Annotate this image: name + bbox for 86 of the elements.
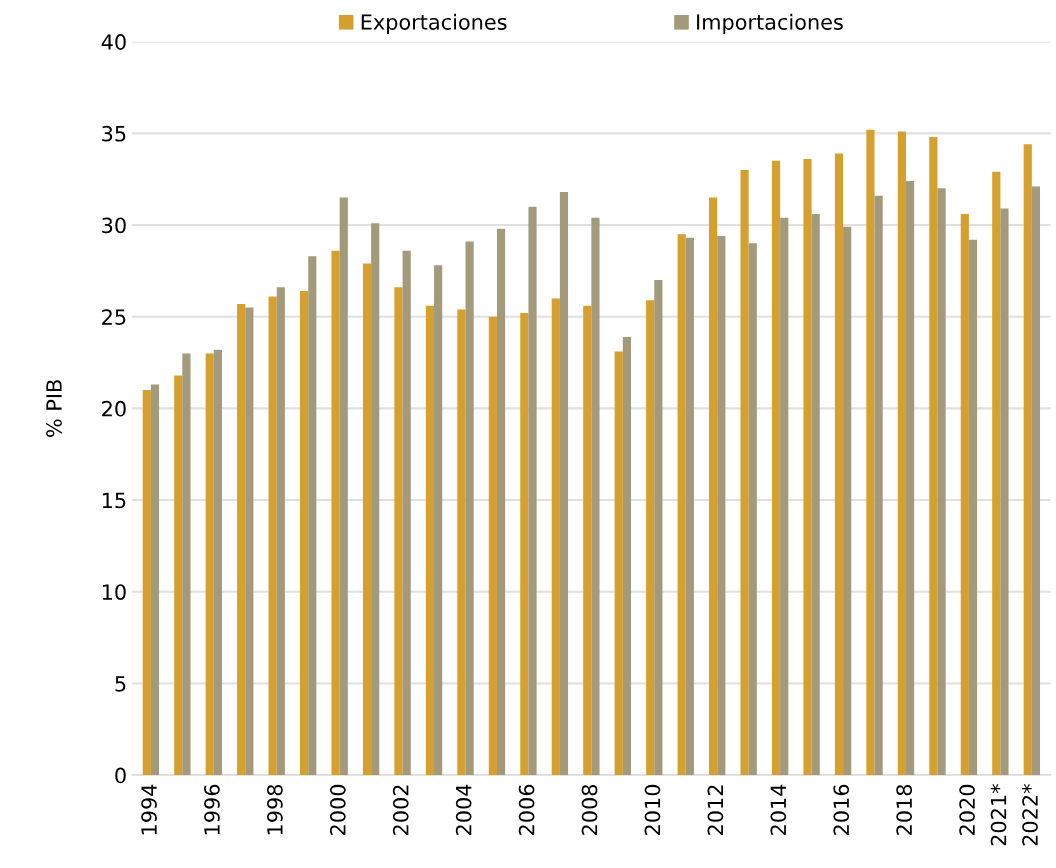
y-tick-label: 30 [102,217,126,234]
x-tick-label: 1996 [204,784,220,835]
bar [937,188,946,776]
bar [551,298,560,776]
bar [614,351,623,776]
x-tick-label: 1998 [267,784,283,835]
bar [174,375,183,776]
bar [717,236,726,776]
y-tick-label: 25 [102,309,126,325]
bar [803,159,812,776]
y-tick-label: 10 [102,584,126,600]
bar [677,234,686,776]
bar [929,137,938,776]
y-tick-label: 5 [115,676,126,692]
bar [425,305,435,776]
x-tick-label: 2022* [1022,784,1038,846]
bar [488,316,497,776]
bar [685,237,694,776]
bar [559,192,569,776]
bar [709,197,718,776]
x-tick-label: 2021* [990,784,1007,846]
x-tick-label: 2020 [959,784,975,835]
bar [339,197,348,776]
bar [182,353,191,776]
bar [960,214,969,776]
bar [402,250,411,776]
bar [897,131,906,776]
y-axis-title: % PIB [46,380,62,437]
bar [834,153,844,776]
legend-label: Importaciones [697,13,843,34]
bar [843,226,852,776]
bar [591,217,600,776]
bar [213,349,222,776]
bar [520,313,529,776]
bar [528,206,537,776]
bar [371,223,380,776]
bar [150,384,160,776]
bar [465,241,474,776]
bar [245,307,254,776]
y-tick-label: 0 [115,767,126,784]
y-tick-label: 35 [102,125,126,142]
bar [748,243,757,776]
x-tick-label: 1994 [141,784,157,835]
x-tick-label: 2010 [644,784,661,835]
bar [434,265,443,776]
x-tick-label: 2014 [770,784,787,835]
x-tick-label: 2006 [518,784,535,835]
bar [646,300,655,776]
bar [583,305,592,776]
bar [780,217,789,776]
bar [331,250,340,776]
bar [866,129,875,776]
bar [968,239,978,776]
bar [142,390,151,776]
bar [811,214,820,776]
bar [268,296,277,776]
bar [205,353,214,776]
y-tick-label: 20 [102,400,126,417]
bar [394,287,403,776]
bar [362,263,372,776]
x-tick-label: 2000 [329,784,346,835]
x-tick-label: 2012 [707,785,724,835]
bar [1000,208,1009,776]
bar [300,291,309,776]
x-tick-label: 2016 [833,784,850,835]
bar [992,171,1001,776]
bar [1023,144,1032,776]
bar [276,287,285,776]
bar [874,195,883,776]
bar [622,336,631,776]
bar [496,228,506,776]
x-tick-label: 2018 [896,784,913,835]
bar [1031,186,1041,776]
x-tick-label: 2002 [392,785,409,835]
x-tick-label: 2004 [455,784,472,835]
x-tick-label: 2008 [581,784,598,835]
bar [237,303,246,776]
bar [654,280,663,776]
y-tick-label: 15 [102,492,126,509]
y-tick-label: 40 [101,34,126,50]
bar [740,170,749,776]
legend-label: Exportaciones [361,13,507,34]
bar [308,256,317,776]
bar [771,160,781,776]
bar [905,181,915,776]
bar [457,309,466,776]
